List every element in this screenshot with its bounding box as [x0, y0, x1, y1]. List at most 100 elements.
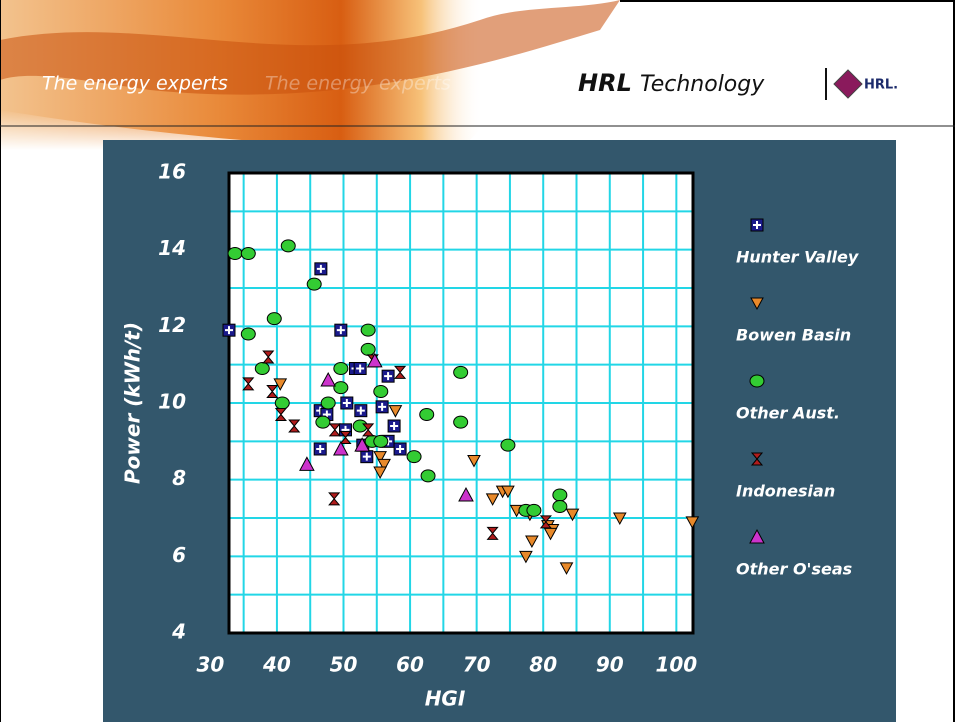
legend-label: Indonesian	[736, 482, 835, 501]
marker	[362, 423, 375, 437]
legend-label: Bowen Basin	[736, 326, 851, 345]
marker	[366, 352, 383, 368]
marker	[333, 381, 349, 395]
x-tick-label: 70	[463, 653, 491, 677]
marker	[320, 371, 337, 387]
legend-marker	[750, 452, 764, 466]
logo-icon	[833, 69, 863, 99]
flame-streak	[0, 0, 620, 95]
marker	[313, 442, 327, 456]
legend-marker	[750, 297, 764, 311]
marker	[360, 450, 374, 464]
marker	[227, 247, 243, 260]
y-tick-label: 14	[158, 236, 186, 260]
marker-cross	[316, 264, 325, 273]
marker	[333, 362, 349, 375]
y-tick-label: 12	[158, 313, 186, 337]
marker	[240, 327, 256, 341]
y-tick-label: 10	[158, 390, 186, 414]
y-tick-label: 4	[171, 620, 186, 644]
marker	[500, 438, 516, 452]
marker	[467, 455, 481, 468]
marker	[685, 516, 700, 529]
marker	[262, 350, 275, 364]
marker-cross	[396, 445, 405, 453]
marker	[314, 262, 328, 276]
marker	[328, 423, 341, 437]
marker	[333, 440, 349, 456]
marker	[254, 362, 270, 375]
marker	[328, 492, 341, 506]
marker	[288, 419, 301, 433]
marker-cross	[225, 326, 233, 335]
y-tick-label: 16	[158, 160, 186, 184]
marker	[388, 405, 403, 418]
marker	[381, 369, 395, 383]
logo: HRL.	[864, 78, 898, 93]
x-tick-label: 50	[330, 653, 358, 677]
marker	[525, 535, 539, 549]
marker-cross	[384, 372, 393, 381]
marker	[353, 362, 367, 375]
marker	[420, 469, 436, 483]
marker	[539, 515, 552, 529]
marker-cross	[753, 221, 761, 229]
marker	[559, 562, 574, 575]
marker	[280, 239, 296, 253]
y-tick-label: 8	[172, 466, 186, 490]
legend-marker	[749, 374, 765, 388]
chart: 30 40 50 60 70 80 90 100 4 6 8 10 12 14 16 HGI Power (kW…	[121, 160, 859, 711]
marker	[419, 408, 435, 421]
x-axis-title: HGI	[425, 687, 466, 711]
marker	[306, 277, 322, 291]
marker	[240, 247, 256, 260]
marker	[387, 419, 401, 433]
marker	[274, 396, 290, 410]
marker	[373, 385, 389, 398]
marker-cross	[336, 326, 345, 335]
marker	[377, 458, 391, 472]
marker	[552, 488, 568, 502]
marker	[266, 312, 282, 326]
marker	[242, 377, 255, 391]
legend-marker	[750, 218, 764, 232]
marker	[393, 442, 407, 456]
marker	[485, 493, 500, 506]
marker	[552, 500, 568, 513]
x-tick-label: 30	[196, 653, 224, 677]
marker	[565, 508, 580, 522]
legend-marker	[749, 528, 765, 544]
marker	[340, 396, 354, 410]
x-tick-label: 90	[596, 653, 624, 677]
x-tick-label: 60	[396, 653, 424, 677]
legend-label: Other O'seas	[736, 560, 852, 579]
marker-cross	[390, 422, 399, 430]
slogan-echo: The energy experts	[265, 73, 451, 95]
marker	[501, 485, 515, 499]
marker-cross	[356, 406, 365, 415]
marker	[315, 415, 331, 429]
marker	[519, 550, 533, 564]
legend-label: Other Aust.	[736, 404, 840, 423]
marker	[273, 378, 288, 391]
marker	[360, 342, 376, 356]
y-axis-title: Power (kWh/t)	[121, 322, 145, 484]
marker-cross	[316, 445, 325, 453]
legend-label: Hunter Valley	[736, 248, 859, 267]
marker	[453, 365, 469, 379]
marker	[526, 503, 542, 517]
marker-cross	[342, 399, 351, 407]
marker	[360, 323, 376, 337]
marker	[373, 451, 387, 464]
marker	[274, 408, 287, 421]
marker	[612, 512, 627, 526]
marker	[320, 396, 336, 410]
brand: HRL	[578, 69, 632, 97]
x-tick-label: 100	[655, 653, 697, 677]
marker	[406, 450, 422, 464]
x-tick-label: 40	[262, 653, 291, 677]
marker	[334, 323, 348, 337]
marker	[458, 486, 474, 502]
